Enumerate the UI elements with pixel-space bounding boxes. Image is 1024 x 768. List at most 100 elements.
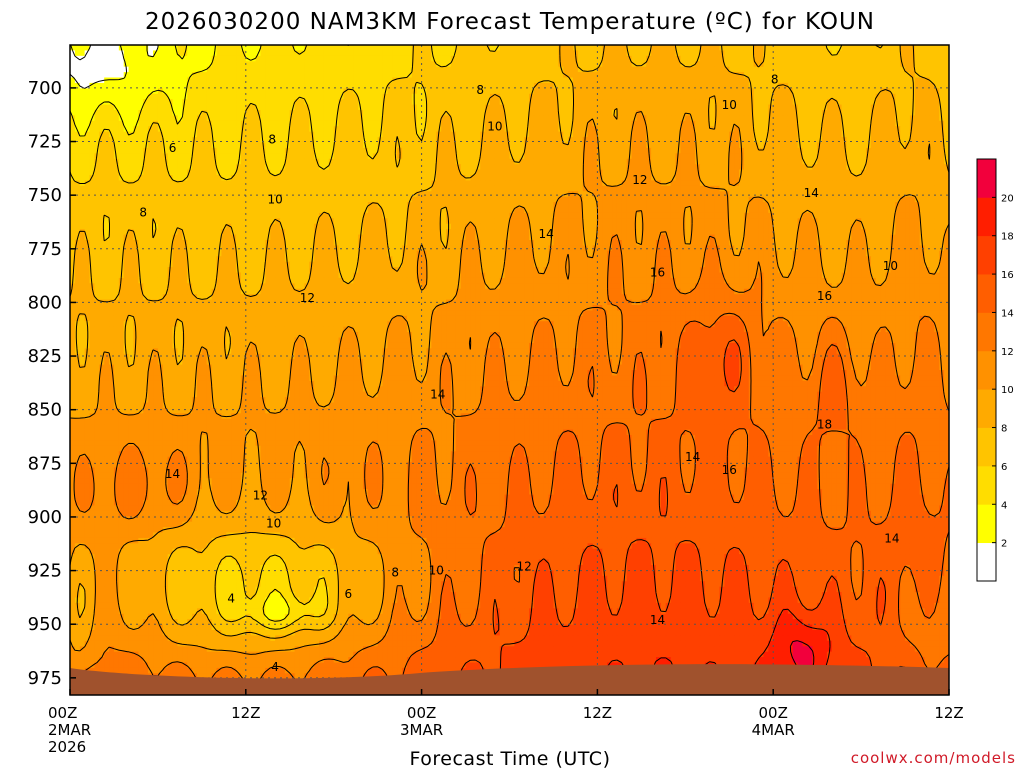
temperature-cell <box>885 72 891 79</box>
temperature-cell <box>485 126 491 133</box>
temperature-cell <box>597 50 603 57</box>
temperature-cell <box>719 153 725 160</box>
temperature-cell <box>831 147 838 154</box>
temperature-cell <box>582 115 589 122</box>
temperature-cell <box>538 153 545 160</box>
temperature-cell <box>382 185 389 192</box>
temperature-cell <box>250 77 257 84</box>
temperature-cell <box>94 185 100 192</box>
temperature-cell <box>861 153 867 160</box>
temperature-cell <box>377 82 384 89</box>
temperature-cell <box>792 99 799 106</box>
temperature-cell <box>118 120 125 127</box>
temperature-cell <box>675 88 682 95</box>
temperature-cell <box>646 45 652 52</box>
temperature-cell <box>89 110 96 117</box>
temperature-cell <box>616 191 623 198</box>
temperature-cell <box>568 99 574 106</box>
temperature-cell <box>895 147 901 154</box>
temperature-cell <box>182 164 188 171</box>
temperature-cell <box>572 82 579 89</box>
temperature-cell <box>353 82 359 89</box>
temperature-cell <box>538 72 545 79</box>
temperature-cell <box>836 77 843 84</box>
temperature-cell <box>94 120 100 127</box>
temperature-cell <box>499 147 506 154</box>
temperature-cell <box>563 147 569 154</box>
temperature-cell <box>743 169 750 176</box>
temperature-cell <box>665 185 672 192</box>
temperature-cell <box>592 191 598 198</box>
temperature-cell <box>118 77 125 84</box>
temperature-cell <box>206 137 213 144</box>
temperature-cell <box>729 93 735 100</box>
temperature-cell <box>612 50 618 57</box>
temperature-cell <box>441 185 447 192</box>
temperature-cell <box>192 164 198 171</box>
temperature-cell <box>831 50 838 57</box>
temperature-cell <box>807 72 813 79</box>
temperature-cell <box>695 99 701 106</box>
temperature-cell <box>367 93 374 100</box>
temperature-cell <box>729 164 735 171</box>
temperature-cell <box>480 88 486 95</box>
temperature-cell <box>387 50 393 57</box>
temperature-cell <box>104 147 110 154</box>
temperature-cell <box>778 142 784 149</box>
temperature-cell <box>279 104 286 111</box>
temperature-cell <box>211 45 218 52</box>
temperature-cell <box>787 88 794 95</box>
temperature-cell <box>577 191 584 198</box>
temperature-cell <box>304 142 310 149</box>
temperature-cell <box>602 88 608 95</box>
temperature-cell <box>470 66 476 73</box>
temperature-cell <box>880 185 887 192</box>
temperature-cell <box>743 88 750 95</box>
temperature-cell <box>905 120 911 127</box>
temperature-cell <box>309 82 315 89</box>
temperature-cell <box>206 120 213 127</box>
temperature-cell <box>240 158 247 165</box>
temperature-cell <box>743 180 750 187</box>
temperature-cell <box>841 77 848 84</box>
temperature-cell <box>592 110 598 117</box>
temperature-cell <box>485 82 491 89</box>
temperature-cell <box>607 175 613 182</box>
temperature-cell <box>748 110 755 117</box>
temperature-cell <box>836 158 843 165</box>
temperature-cell <box>939 66 945 73</box>
temperature-cell <box>79 45 86 52</box>
temperature-cell <box>944 153 949 160</box>
temperature-cell <box>323 137 330 144</box>
temperature-cell <box>861 175 867 182</box>
temperature-cell <box>719 131 725 138</box>
temperature-cell <box>592 45 598 52</box>
temperature-cell <box>328 120 335 127</box>
temperature-cell <box>885 104 891 111</box>
temperature-cell <box>387 93 393 100</box>
temperature-cell <box>177 61 183 68</box>
temperature-cell <box>616 93 623 100</box>
temperature-cell <box>592 142 598 149</box>
temperature-cell <box>924 126 931 133</box>
temperature-cell <box>675 164 682 171</box>
temperature-cell <box>836 50 843 57</box>
temperature-cell <box>861 110 867 117</box>
temperature-cell <box>363 147 369 154</box>
temperature-cell <box>817 158 823 165</box>
temperature-cell <box>177 147 183 154</box>
temperature-cell <box>162 93 169 100</box>
temperature-cell <box>695 147 701 154</box>
temperature-cell <box>367 61 374 68</box>
temperature-cell <box>265 126 271 133</box>
temperature-cell <box>714 153 721 160</box>
temperature-cell <box>485 175 491 182</box>
temperature-cell <box>240 45 247 52</box>
temperature-cell <box>504 191 511 198</box>
temperature-cell <box>529 185 535 192</box>
temperature-cell <box>211 55 218 62</box>
temperature-cell <box>807 169 813 176</box>
temperature-cell <box>270 137 276 144</box>
temperature-cell <box>138 61 144 68</box>
temperature-cell <box>245 88 252 95</box>
